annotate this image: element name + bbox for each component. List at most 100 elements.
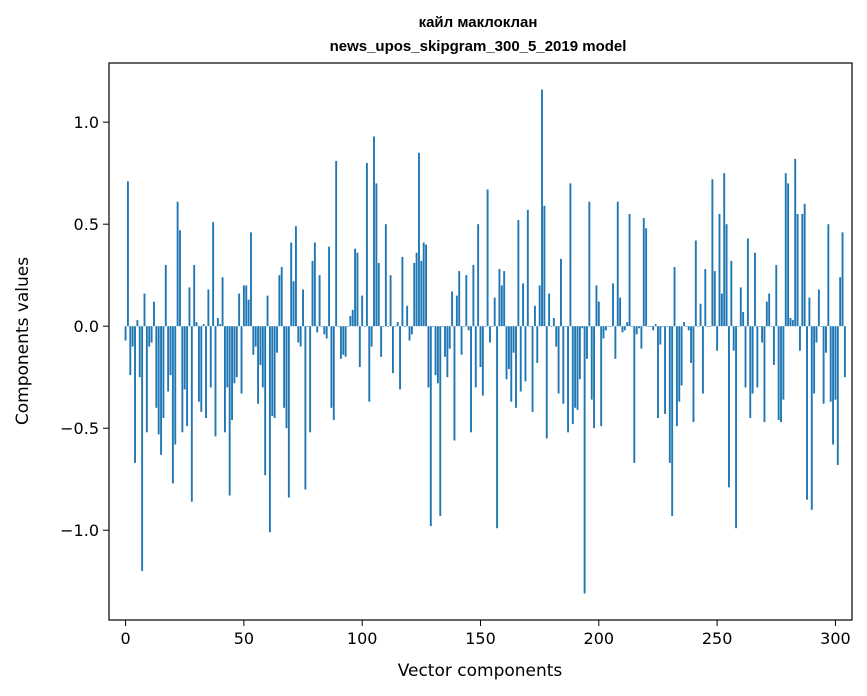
- bar: [635, 326, 638, 335]
- bar: [155, 326, 158, 408]
- bar: [564, 326, 567, 327]
- bar: [505, 326, 508, 380]
- y-axis-ticks: −1.0 −0.5 0.0 0.5 1.0: [60, 113, 109, 540]
- bar: [254, 326, 257, 347]
- bar: [649, 326, 652, 327]
- bar: [595, 285, 598, 327]
- bar: [841, 232, 844, 327]
- bar: [484, 326, 487, 327]
- bar: [377, 262, 380, 327]
- bar: [557, 326, 560, 394]
- y-tick-label: 1.0: [74, 113, 99, 132]
- bar: [406, 305, 409, 327]
- bar: [581, 326, 584, 329]
- y-tick-label: −1.0: [60, 521, 99, 540]
- bar: [136, 320, 139, 327]
- bar: [200, 326, 203, 412]
- bar: [145, 326, 148, 433]
- bar: [444, 326, 446, 357]
- bar: [380, 326, 383, 357]
- bar: [330, 326, 333, 408]
- bar: [153, 301, 155, 327]
- bar: [240, 326, 243, 394]
- bar: [323, 326, 326, 335]
- bar: [467, 326, 470, 331]
- bar: [176, 201, 179, 327]
- bar: [744, 326, 747, 388]
- bar: [257, 326, 260, 404]
- bar: [363, 326, 366, 327]
- bar: [526, 209, 529, 327]
- bar: [794, 158, 797, 327]
- bar: [754, 252, 756, 327]
- bar: [287, 326, 290, 498]
- bar: [791, 320, 794, 327]
- bar: [671, 326, 674, 516]
- bar: [524, 326, 527, 382]
- bar: [190, 326, 193, 502]
- bar: [706, 326, 709, 327]
- bar: [268, 326, 271, 533]
- bar: [401, 256, 404, 327]
- bar: [761, 326, 764, 343]
- bar: [349, 316, 352, 327]
- bar: [339, 326, 342, 359]
- chart-title-line2: news_upos_skipgram_300_5_2019 model: [330, 38, 627, 55]
- bar: [470, 326, 472, 433]
- bar: [226, 326, 229, 388]
- bar: [171, 326, 174, 484]
- bar: [777, 326, 780, 421]
- bar: [780, 326, 782, 423]
- bar: [758, 326, 761, 327]
- bar: [543, 205, 546, 327]
- bar: [751, 326, 754, 394]
- bar: [216, 318, 219, 327]
- bar: [692, 326, 695, 423]
- bar: [403, 326, 406, 327]
- bar: [278, 275, 281, 327]
- bar: [399, 326, 401, 390]
- bar: [593, 326, 596, 429]
- bar: [716, 326, 719, 351]
- bar: [157, 326, 160, 435]
- bar: [425, 244, 428, 327]
- bar: [533, 305, 536, 327]
- chart-title-line1: кайл маклоклан: [419, 14, 538, 31]
- bar: [638, 326, 640, 329]
- bar: [477, 224, 480, 327]
- bar: [529, 326, 532, 327]
- bar: [297, 326, 300, 343]
- bar: [597, 301, 600, 327]
- bar: [228, 326, 231, 496]
- bar: [285, 326, 288, 429]
- bar: [290, 242, 293, 327]
- bar: [690, 326, 693, 363]
- bar: [720, 293, 723, 327]
- bar: [160, 326, 162, 455]
- bar: [569, 183, 572, 327]
- bar: [633, 326, 636, 463]
- bar: [418, 152, 420, 327]
- bar: [169, 326, 172, 376]
- bar: [626, 322, 629, 327]
- bar: [195, 322, 198, 327]
- bar: [600, 326, 603, 427]
- bar: [630, 326, 633, 327]
- bar: [354, 248, 357, 327]
- bar: [775, 264, 778, 327]
- bar: [725, 224, 728, 327]
- bar: [186, 326, 189, 427]
- bar: [389, 275, 392, 327]
- bar: [678, 326, 681, 402]
- bar: [207, 289, 210, 327]
- bar: [730, 260, 733, 327]
- bar: [839, 277, 842, 327]
- bar: [517, 220, 520, 327]
- bar: [134, 326, 136, 463]
- bar: [373, 136, 375, 327]
- bar: [181, 326, 184, 433]
- bar: [701, 326, 704, 394]
- bar: [657, 326, 659, 419]
- x-axis-label: Vector components: [398, 661, 563, 681]
